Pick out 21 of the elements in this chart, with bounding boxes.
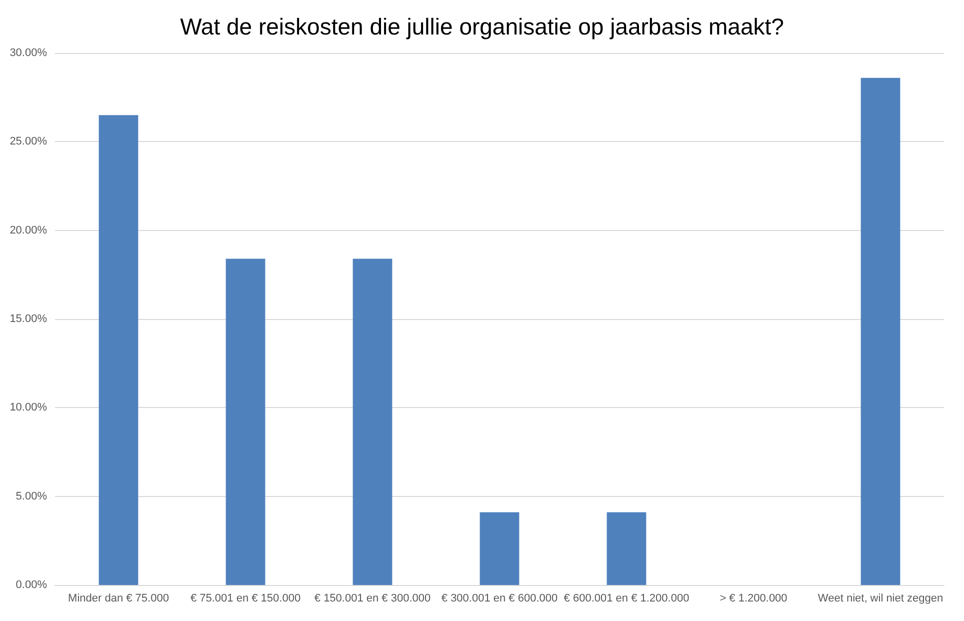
y-tick-label: 15.00% xyxy=(10,313,48,325)
x-tick-label: € 150.001 en € 300.000 xyxy=(314,592,431,604)
y-tick-label: 30.00% xyxy=(10,47,48,59)
bar xyxy=(226,258,266,585)
x-tick-label: € 600.001 en € 1.200.000 xyxy=(564,592,690,604)
bar xyxy=(352,258,392,585)
x-tick-label: Minder dan € 75.000 xyxy=(68,592,169,604)
bar xyxy=(98,115,138,585)
x-tick-label: € 300.001 en € 600.000 xyxy=(441,592,558,604)
y-tick-label: 0.00% xyxy=(16,579,48,591)
x-tick-label: Weet niet, wil niet zeggen xyxy=(818,592,944,604)
bar xyxy=(860,78,900,585)
y-tick-label: 20.00% xyxy=(10,224,48,236)
y-tick-label: 10.00% xyxy=(10,402,48,414)
bar xyxy=(480,512,520,585)
x-tick-label: € 75.001 en € 150.000 xyxy=(190,592,301,604)
y-tick-label: 25.00% xyxy=(10,136,48,148)
y-tick-label: 5.00% xyxy=(16,490,48,502)
bar xyxy=(606,512,646,585)
chart-title: Wat de reiskosten die jullie organisatie op jaarbasis maakt? xyxy=(180,14,784,40)
x-tick-label: > € 1.200.000 xyxy=(720,592,788,604)
